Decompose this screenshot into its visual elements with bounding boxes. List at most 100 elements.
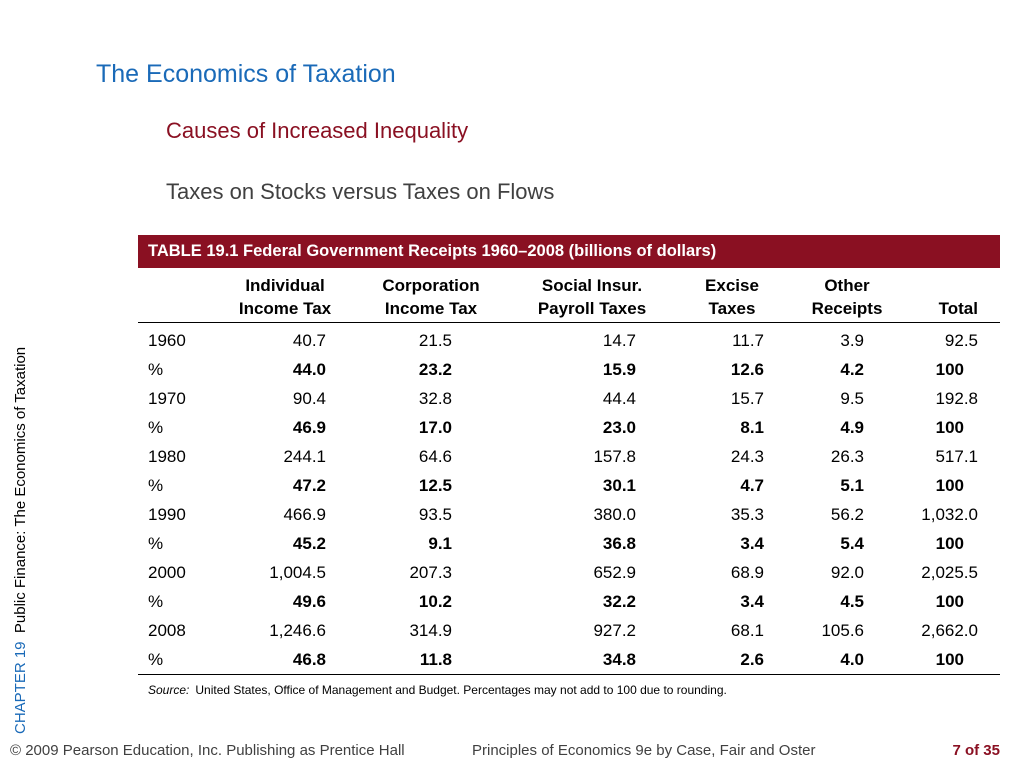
- row-label: %: [148, 359, 164, 379]
- cell-total: 2,025.5: [921, 562, 978, 582]
- slide-title: The Economics of Taxation: [96, 60, 396, 88]
- cell-other: 4.0: [782, 645, 912, 675]
- cell-excise: 2.6: [682, 645, 782, 675]
- cell-total: 100: [935, 475, 964, 495]
- cell-corporation: 17.0: [418, 417, 452, 437]
- cell-other: 92.0: [830, 562, 864, 582]
- cell-social: 32.2: [602, 591, 636, 611]
- cell-corporation: 314.9: [409, 620, 452, 640]
- cell-total: 192.8: [935, 388, 978, 408]
- cell-excise: 4.7: [740, 475, 764, 495]
- cell-total: 517.1: [935, 446, 978, 466]
- cell-social: 927.2: [593, 620, 636, 640]
- page-number: 7 of 35: [952, 742, 1000, 759]
- slide-subtitle-primary: Causes of Increased Inequality: [166, 118, 469, 143]
- cell-social: 34.8: [502, 645, 682, 675]
- header-label-column: [138, 272, 210, 323]
- source-label: Source:: [148, 683, 190, 697]
- row-label: 2008: [148, 620, 186, 640]
- footer-copyright: © 2009 Pearson Education, Inc. Publishin…: [10, 742, 405, 759]
- row-label: 1960: [148, 330, 186, 350]
- slide-footer: © 2009 Pearson Education, Inc. Publishin…: [0, 734, 1024, 768]
- chapter-sidebar: CHAPTER 19 Public Finance: The Economics…: [6, 254, 36, 734]
- table-row: 1980 244.1 64.6 157.8 24.3 26.3 517.1: [138, 442, 1000, 471]
- cell-other: 56.2: [830, 504, 864, 524]
- cell-individual: 49.6: [292, 591, 326, 611]
- table-row: 1970 90.4 32.8 44.4 15.7 9.5 192.8: [138, 384, 1000, 413]
- table-row: % 46.9 17.0 23.0 8.1 4.9 100: [138, 413, 1000, 442]
- cell-corporation: 23.2: [418, 359, 452, 379]
- cell-excise: 3.4: [740, 533, 764, 553]
- row-label: 1990: [148, 504, 186, 524]
- cell-individual: 47.2: [292, 475, 326, 495]
- row-label: %: [148, 475, 164, 495]
- cell-total: 100: [912, 645, 1000, 675]
- cell-corporation: 10.2: [418, 591, 452, 611]
- header-line: Taxes: [708, 299, 756, 318]
- table-header-row: Individual Income Tax Corporation Income T…: [138, 272, 1000, 323]
- table-row: % 47.2 12.5 30.1 4.7 5.1 100: [138, 471, 1000, 500]
- header-line: Payroll Taxes: [537, 299, 647, 318]
- table-row: 2008 1,246.6 314.9 927.2 68.1 105.6 2,66…: [138, 616, 1000, 645]
- header-line: Individual: [245, 276, 325, 295]
- header-line: Other: [824, 276, 870, 295]
- cell-other: 26.3: [830, 446, 864, 466]
- cell-total: 92.5: [944, 330, 978, 350]
- cell-individual: 244.1: [283, 446, 326, 466]
- chapter-topic: Public Finance: The Economics of Taxatio…: [12, 346, 29, 634]
- cell-social: 652.9: [593, 562, 636, 582]
- cell-social: 15.9: [602, 359, 636, 379]
- cell-individual: 466.9: [283, 504, 326, 524]
- table-caption: TABLE 19.1 Federal Government Receipts 1…: [138, 235, 1000, 268]
- cell-other: 105.6: [821, 620, 864, 640]
- cell-individual: 1,246.6: [269, 620, 326, 640]
- cell-individual: 46.9: [292, 417, 326, 437]
- row-label: %: [138, 645, 210, 675]
- chapter-number: CHAPTER 19: [12, 641, 29, 734]
- cell-total: 100: [935, 533, 964, 553]
- cell-excise: 24.3: [730, 446, 764, 466]
- header-other-receipts: Other Receipts: [782, 272, 912, 323]
- cell-individual: 45.2: [292, 533, 326, 553]
- cell-other: 3.9: [840, 330, 864, 350]
- cell-social: 157.8: [593, 446, 636, 466]
- row-label: 1980: [148, 446, 186, 466]
- header-excise-taxes: Excise Taxes: [682, 272, 782, 323]
- cell-excise: 68.1: [730, 620, 764, 640]
- cell-corporation: 207.3: [409, 562, 452, 582]
- cell-excise: 15.7: [730, 388, 764, 408]
- cell-other: 4.9: [840, 417, 864, 437]
- cell-corporation: 11.8: [360, 645, 502, 675]
- cell-other: 5.4: [840, 533, 864, 553]
- cell-social: 30.1: [602, 475, 636, 495]
- cell-social: 36.8: [602, 533, 636, 553]
- cell-other: 5.1: [840, 475, 864, 495]
- cell-individual: 44.0: [292, 359, 326, 379]
- table-row: 1960 40.7 21.5 14.7 11.7 3.9 92.5: [138, 323, 1000, 356]
- cell-individual: 90.4: [292, 388, 326, 408]
- cell-individual: 40.7: [292, 330, 326, 350]
- cell-other: 4.5: [840, 591, 864, 611]
- table-row: % 49.6 10.2 32.2 3.4 4.5 100: [138, 587, 1000, 616]
- cell-other: 9.5: [840, 388, 864, 408]
- cell-excise: 11.7: [732, 330, 764, 350]
- header-social-insurance: Social Insur. Payroll Taxes: [502, 272, 682, 323]
- table-row: % 44.0 23.2 15.9 12.6 4.2 100: [138, 355, 1000, 384]
- cell-total: 100: [935, 591, 964, 611]
- cell-individual: 1,004.5: [269, 562, 326, 582]
- cell-excise: 3.4: [740, 591, 764, 611]
- row-label: 2000: [148, 562, 186, 582]
- header-total: Total: [912, 272, 1000, 323]
- source-text: United States, Office of Management and …: [195, 683, 727, 697]
- cell-individual: 46.8: [210, 645, 360, 675]
- row-label: 1970: [148, 388, 186, 408]
- row-label: %: [148, 533, 164, 553]
- table-row: 2000 1,004.5 207.3 652.9 68.9 92.0 2,025…: [138, 558, 1000, 587]
- cell-other: 4.2: [840, 359, 864, 379]
- header-line: Receipts: [811, 299, 883, 318]
- cell-total: 1,032.0: [921, 504, 978, 524]
- cell-corporation: 93.5: [418, 504, 452, 524]
- cell-corporation: 9.1: [428, 533, 452, 553]
- header-line: Income Tax: [384, 299, 478, 318]
- header-line: Income Tax: [238, 299, 332, 318]
